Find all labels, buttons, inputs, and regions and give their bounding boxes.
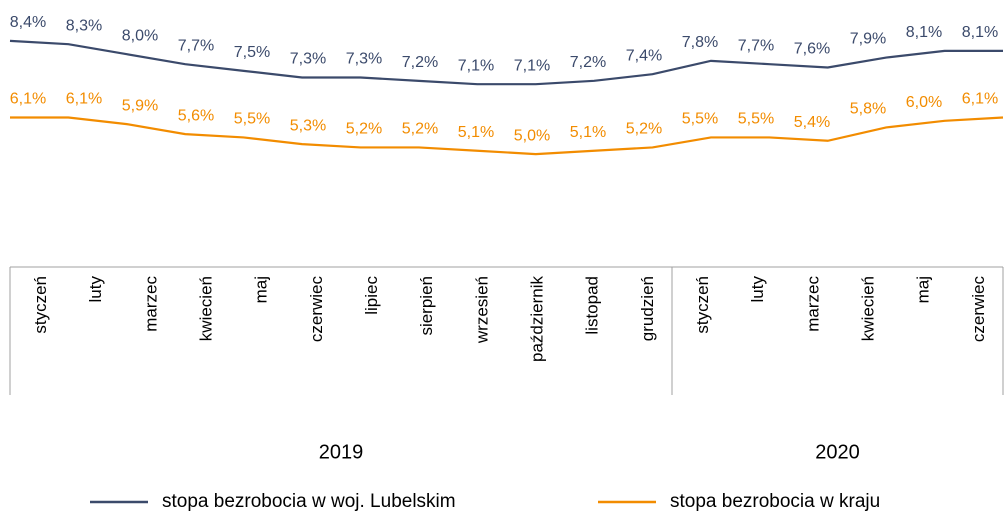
data-label: 8,1%: [962, 24, 998, 41]
data-label: 5,1%: [458, 124, 494, 141]
year-label: 2019: [319, 441, 364, 463]
x-tick-label: maj: [914, 276, 933, 303]
data-label: 7,7%: [738, 37, 774, 54]
data-label: 6,1%: [66, 91, 102, 108]
x-tick-label: maj: [252, 276, 271, 303]
data-label: 8,3%: [66, 17, 102, 34]
x-tick-label: lipiec: [362, 276, 381, 315]
data-label: 7,2%: [402, 54, 438, 71]
data-label: 5,2%: [626, 121, 662, 138]
data-label: 7,7%: [178, 37, 214, 54]
data-label: 7,6%: [794, 41, 830, 58]
data-label: 7,1%: [458, 57, 494, 74]
data-label: 7,1%: [514, 57, 550, 74]
legend-label: stopa bezrobocia w woj. Lubelskim: [162, 491, 456, 512]
x-tick-label: grudzień: [638, 276, 657, 341]
data-label: 6,1%: [10, 91, 46, 108]
data-label: 7,8%: [682, 34, 718, 51]
data-label: 5,0%: [514, 127, 550, 144]
x-tick-label: marzec: [141, 276, 160, 332]
data-label: 5,1%: [570, 124, 606, 141]
series-line: [10, 116, 1004, 156]
data-label: 5,2%: [402, 121, 438, 138]
data-label: 8,0%: [122, 27, 158, 44]
data-label: 7,5%: [234, 44, 270, 61]
x-tick-label: styczeń: [31, 276, 50, 334]
data-label: 5,3%: [290, 117, 326, 134]
data-label: 7,3%: [290, 51, 326, 68]
x-tick-label: luty: [86, 276, 105, 303]
data-label: 7,4%: [626, 47, 662, 64]
data-label: 8,1%: [906, 24, 942, 41]
data-label: 5,5%: [682, 111, 718, 128]
x-tick-label: listopad: [583, 276, 602, 335]
data-label: 5,5%: [234, 111, 270, 128]
data-label: 7,2%: [570, 54, 606, 71]
x-tick-label: luty: [748, 276, 767, 303]
data-label: 7,9%: [850, 31, 886, 48]
data-label: 5,8%: [850, 101, 886, 118]
data-label: 8,4%: [10, 14, 46, 31]
x-tick-label: czerwiec: [307, 276, 326, 343]
data-label: 6,0%: [906, 94, 942, 111]
data-label: 5,4%: [794, 114, 830, 131]
data-label: 5,5%: [738, 111, 774, 128]
data-label: 5,9%: [122, 97, 158, 114]
x-tick-label: czerwiec: [969, 276, 988, 343]
data-label: 5,2%: [346, 121, 382, 138]
data-label: 6,1%: [962, 91, 998, 108]
x-tick-label: kwiecień: [859, 276, 878, 341]
series-line: [9, 39, 1003, 86]
data-label: 7,3%: [346, 51, 382, 68]
legend-label: stopa bezrobocia w kraju: [670, 491, 880, 512]
x-tick-label: październik: [528, 276, 547, 362]
x-tick-label: marzec: [803, 276, 822, 332]
year-label: 2020: [815, 441, 860, 463]
x-tick-label: wrzesień: [472, 276, 491, 344]
data-label: 5,6%: [178, 107, 214, 124]
x-tick-label: styczeń: [693, 276, 712, 334]
x-tick-label: sierpień: [417, 276, 436, 336]
x-tick-label: kwiecień: [197, 276, 216, 341]
